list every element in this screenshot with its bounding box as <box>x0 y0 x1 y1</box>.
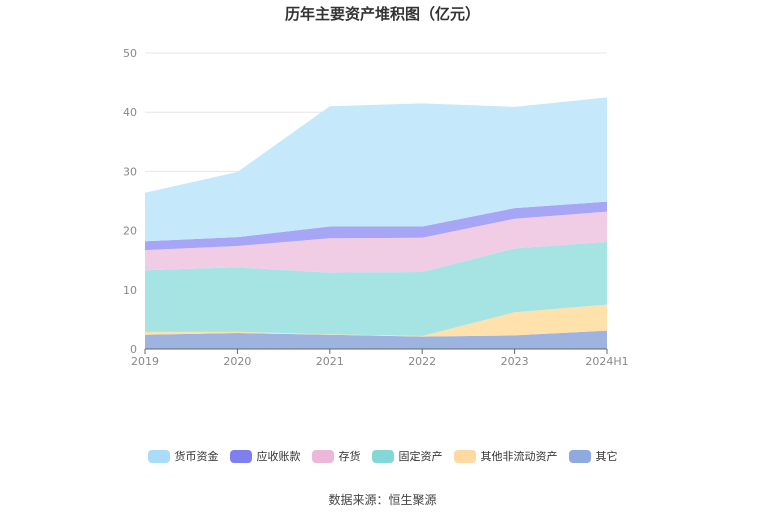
legend-item[interactable]: 货币资金 <box>147 448 219 464</box>
area-series-1 <box>145 304 607 337</box>
x-tick-label: 2019 <box>131 355 159 368</box>
legend-swatch <box>147 449 170 463</box>
legend-label: 固定资产 <box>398 450 443 463</box>
x-tick-label: 2023 <box>501 355 529 368</box>
y-tick-label: 20 <box>123 225 137 238</box>
legend-item[interactable]: 固定资产 <box>371 448 443 464</box>
legend-swatch <box>453 449 476 463</box>
area-series-4 <box>145 201 607 251</box>
legend-swatch <box>371 449 394 463</box>
y-tick-label: 10 <box>123 284 137 297</box>
legend-label: 其他非流动资产 <box>480 450 558 463</box>
legend-swatch <box>568 449 591 463</box>
area-series-5 <box>145 97 607 242</box>
x-tick-label: 2024H1 <box>585 355 628 368</box>
axes: 0 10 20 30 40 50 2019 2020 2021 2022 2023 2024H1 <box>123 47 629 368</box>
x-tick-label: 2022 <box>408 355 436 368</box>
legend-label: 货币资金 <box>174 450 219 463</box>
source-note: 数据来源：恒生聚源 <box>328 493 437 507</box>
legend: 货币资金 应收账款 存货 固定资产 其他非流动资产 其它 <box>0 448 765 464</box>
legend-item[interactable]: 存货 <box>311 448 361 464</box>
area-series-0 <box>145 330 607 349</box>
legend-label: 存货 <box>338 450 361 463</box>
x-tick-label: 2020 <box>223 355 251 368</box>
chart-title: 历年主要资产堆积图（亿元） <box>284 5 480 23</box>
legend-swatch <box>229 449 252 463</box>
legend-label: 应收账款 <box>256 450 301 463</box>
y-tick-label: 0 <box>130 343 137 356</box>
x-tick-label: 2021 <box>316 355 344 368</box>
y-tick-label: 30 <box>123 165 137 178</box>
y-tick-label: 40 <box>123 106 137 119</box>
legend-item[interactable]: 应收账款 <box>229 448 301 464</box>
legend-item[interactable]: 其他非流动资产 <box>453 448 558 464</box>
y-tick-label: 50 <box>123 47 137 60</box>
legend-swatch <box>311 449 334 463</box>
area-series-layer <box>145 97 607 349</box>
legend-item[interactable]: 其它 <box>568 448 618 464</box>
area-series-2 <box>145 241 607 336</box>
legend-label: 其它 <box>595 450 618 463</box>
area-series-3 <box>145 211 607 273</box>
